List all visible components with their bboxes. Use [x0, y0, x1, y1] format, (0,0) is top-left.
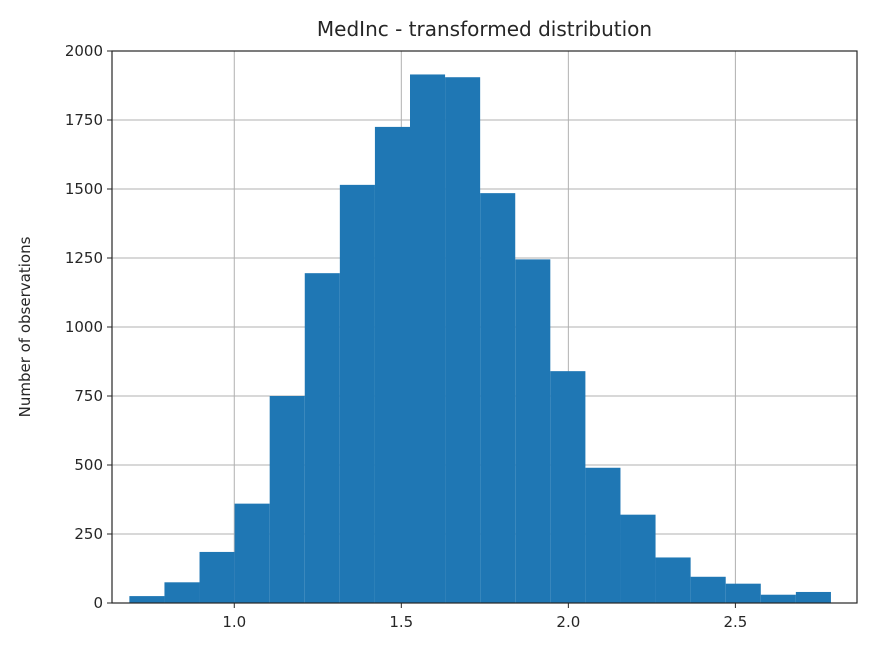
histogram-bar [585, 467, 621, 603]
y-tick-label: 1750 [65, 111, 103, 129]
y-tick-label: 750 [74, 387, 103, 405]
y-tick-label: 1250 [65, 249, 103, 267]
histogram-bar [374, 126, 410, 604]
histogram-bar [339, 184, 375, 604]
histogram-bar [269, 396, 305, 603]
histogram-bar [234, 503, 270, 603]
histogram-bars [129, 74, 831, 604]
y-axis-label: Number of observations [16, 236, 34, 417]
histogram-bar [515, 259, 551, 603]
y-tick-label: 2000 [65, 42, 103, 60]
histogram-bar [795, 591, 831, 603]
y-tick-label: 500 [74, 456, 103, 474]
x-tick-label: 2.0 [556, 613, 580, 631]
chart-title: MedInc - transformed distribution [317, 17, 652, 41]
y-tick-label: 1500 [65, 180, 103, 198]
histogram-bar [129, 596, 165, 603]
x-tick-label: 2.5 [723, 613, 747, 631]
histogram-bar [655, 557, 691, 603]
histogram-bar [550, 371, 586, 603]
histogram-bar [199, 551, 235, 603]
histogram-bar [760, 594, 796, 603]
histogram-bar [480, 193, 516, 603]
x-tick-label: 1.0 [222, 613, 246, 631]
histogram-bar [725, 583, 761, 603]
histogram-bar [620, 514, 656, 603]
y-tick-label: 250 [74, 525, 103, 543]
histogram-bar [164, 582, 200, 603]
histogram-bar [690, 576, 726, 603]
histogram-bar [445, 77, 481, 604]
x-tick-label: 1.5 [389, 613, 413, 631]
histogram-bar [304, 273, 340, 603]
y-tick-label: 1000 [65, 318, 103, 336]
y-tick-label: 0 [93, 594, 103, 612]
histogram-bar [410, 74, 446, 603]
y-axis-ticks: 0 250 500 750 1000 1250 1500 1750 2000 [65, 42, 112, 612]
x-axis-ticks: 1.0 1.5 2.0 2.5 [222, 603, 747, 631]
